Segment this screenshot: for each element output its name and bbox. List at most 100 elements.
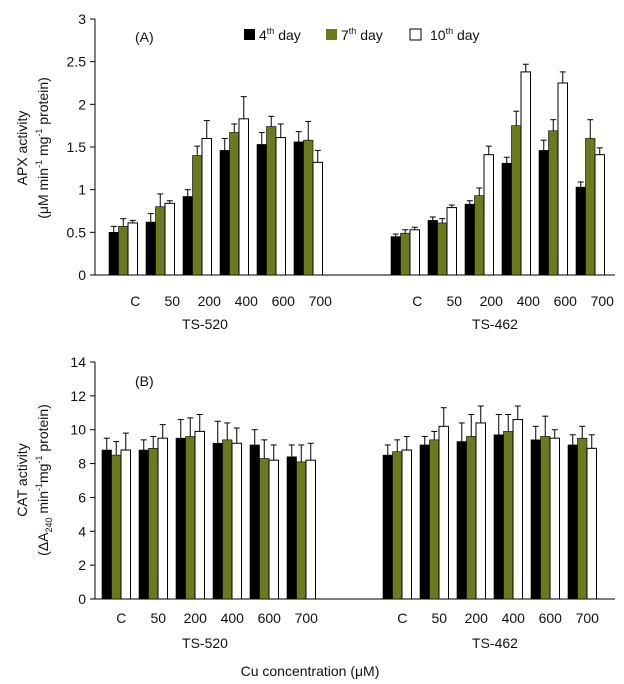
a-x-tick-label: 200 (480, 293, 504, 309)
a-bar-ts-520-c-day4 (108, 232, 119, 276)
b-bar-ts-520-c-day4 (101, 449, 112, 600)
b-bar-ts-520-200-day4 (175, 437, 186, 600)
panel-letter-a: (A) (135, 29, 154, 45)
b-bar-ts-520-50-day7 (148, 448, 159, 600)
b-x-tick-label: 600 (539, 610, 563, 626)
b-bar-ts-462-50-day10 (438, 425, 449, 600)
a-x-tick-label: 400 (235, 293, 259, 309)
b-x-tick-label: 50 (150, 610, 166, 626)
a-bar-ts-462-c-day10 (409, 229, 420, 276)
a-bar-ts-520-600-day10 (275, 137, 286, 276)
b-bar-ts-462-400-day4 (493, 434, 504, 600)
a-bar-ts-520-50-day10 (164, 202, 175, 276)
a-bar-ts-462-400-day7 (511, 125, 522, 276)
a-x-tick-label: 700 (591, 293, 615, 309)
cat-y-ticks: 0 2 4 6 8 10 12 14 (70, 354, 615, 607)
apx-bars (108, 63, 605, 276)
apx-chart: (A) APX activity (μM min-1 mg-1 protein)… (14, 11, 615, 332)
b-y-tick-label: 10 (70, 422, 86, 438)
a-bar-ts-462-50-day10 (446, 207, 457, 276)
b-bar-ts-520-400-day4 (212, 442, 223, 600)
legend: 4th day 7th day 10th day (244, 26, 480, 43)
a-bar-ts-462-600-day4 (538, 150, 549, 276)
panel-letter-b: (B) (135, 373, 154, 389)
b-bar-ts-462-700-day10 (586, 447, 597, 600)
b-x-tick-label: 400 (502, 610, 526, 626)
a-bar-ts-462-50-day4 (427, 220, 438, 276)
a-bar-ts-520-600-day4 (256, 144, 267, 276)
a-bar-ts-462-200-day4 (464, 203, 475, 276)
b-bar-ts-520-700-day7 (296, 461, 307, 600)
apx-y-ticks: 0 0.5 1 1.5 2 2.5 3 (67, 11, 615, 283)
a-y-tick-label: 2.5 (67, 54, 87, 70)
b-y-tick-label: 4 (78, 523, 86, 539)
a-x-tick-label: 50 (446, 293, 462, 309)
b-x-tick-label: 200 (184, 610, 208, 626)
a-bar-ts-520-50-day7 (155, 206, 166, 276)
a-y-tick-label: 3 (78, 11, 86, 27)
a-bar-ts-462-c-day4 (390, 236, 401, 276)
a-bar-ts-520-700-day4 (293, 141, 304, 276)
x-axis-title: Cu concentration (μM) (241, 663, 380, 679)
b-bar-ts-520-700-day4 (286, 456, 297, 600)
b-y-tick-label: 2 (78, 557, 86, 573)
a-bar-ts-462-600-day7 (548, 130, 559, 276)
cat-x-ticks: C 50 200 400 600 700 C 50 200 400 600 700 (116, 610, 599, 626)
b-x-tick-label: C (397, 610, 407, 626)
legend-swatch-day10 (409, 28, 422, 41)
cat-bars (101, 405, 597, 600)
a-bar-ts-520-600-day7 (266, 126, 277, 276)
a-bar-ts-462-700-day10 (594, 154, 605, 276)
b-x-tick-label: 700 (576, 610, 600, 626)
b-x-tick-label: 400 (221, 610, 245, 626)
b-y-tick-label: 12 (70, 388, 86, 404)
a-bar-ts-462-200-day10 (483, 154, 494, 276)
b-bar-ts-462-400-day7 (503, 431, 514, 600)
b-y-tick-label: 6 (78, 489, 86, 505)
b-bar-ts-520-200-day7 (185, 436, 196, 600)
b-x-tick-label: 600 (258, 610, 282, 626)
cat-chart: (B) CAT activity (ΔA240 min-1mg-1 protei… (14, 354, 615, 651)
a-bar-ts-520-400-day10 (238, 118, 249, 276)
a-bar-ts-462-400-day4 (501, 162, 512, 276)
a-x-tick-label: C (130, 293, 140, 309)
a-bar-ts-462-600-day10 (557, 82, 568, 276)
b-x-tick-label: 700 (295, 610, 319, 626)
a-bar-ts-462-200-day7 (474, 195, 485, 276)
a-bar-ts-520-400-day7 (229, 132, 240, 276)
a-bar-ts-520-200-day10 (201, 137, 212, 276)
b-bar-ts-462-200-day7 (466, 436, 477, 600)
b-bar-ts-520-400-day7 (222, 439, 233, 600)
a-bar-ts-462-700-day4 (575, 186, 586, 276)
b-bar-ts-462-c-day7 (392, 451, 403, 600)
b-bar-ts-462-50-day7 (429, 439, 440, 600)
a-bar-ts-462-400-day10 (520, 71, 531, 276)
a-x-tick-label: 400 (517, 293, 541, 309)
apx-ylabel-line1: APX activity (14, 111, 30, 186)
legend-label-day7: 7th day (341, 26, 383, 43)
b-bar-ts-462-700-day4 (567, 444, 578, 600)
a-bar-ts-462-50-day7 (437, 222, 448, 276)
a-bar-ts-520-700-day10 (312, 161, 323, 276)
b-y-tick-label: 0 (78, 591, 86, 607)
b-bar-ts-462-600-day10 (549, 437, 560, 600)
a-y-tick-label: 2 (78, 96, 86, 112)
b-bar-ts-462-c-day4 (382, 454, 393, 600)
b-bar-ts-462-50-day4 (419, 444, 430, 600)
b-bar-ts-520-600-day4 (249, 444, 260, 600)
a-x-tick-label: 600 (272, 293, 296, 309)
b-bar-ts-520-200-day10 (194, 430, 205, 600)
cat-ylabel-line1: CAT activity (14, 443, 30, 516)
b-bar-ts-520-700-day10 (305, 459, 316, 600)
cat-y-axis-label: CAT activity (ΔA240 min-1mg-1 protein) (14, 404, 54, 556)
a-bar-ts-520-50-day4 (145, 221, 156, 276)
cat-ylabel-line2: (ΔA240 min-1mg-1 protein) (34, 404, 54, 556)
cat-group-label-ts462: TS-462 (472, 635, 518, 651)
apx-ylabel-line2: (μM min-1 mg-1 protein) (34, 77, 51, 219)
a-y-tick-label: 1 (78, 182, 86, 198)
b-x-tick-label: 200 (465, 610, 489, 626)
b-bar-ts-520-600-day7 (259, 458, 270, 600)
a-x-tick-label: 700 (309, 293, 333, 309)
b-y-tick-label: 8 (78, 456, 86, 472)
